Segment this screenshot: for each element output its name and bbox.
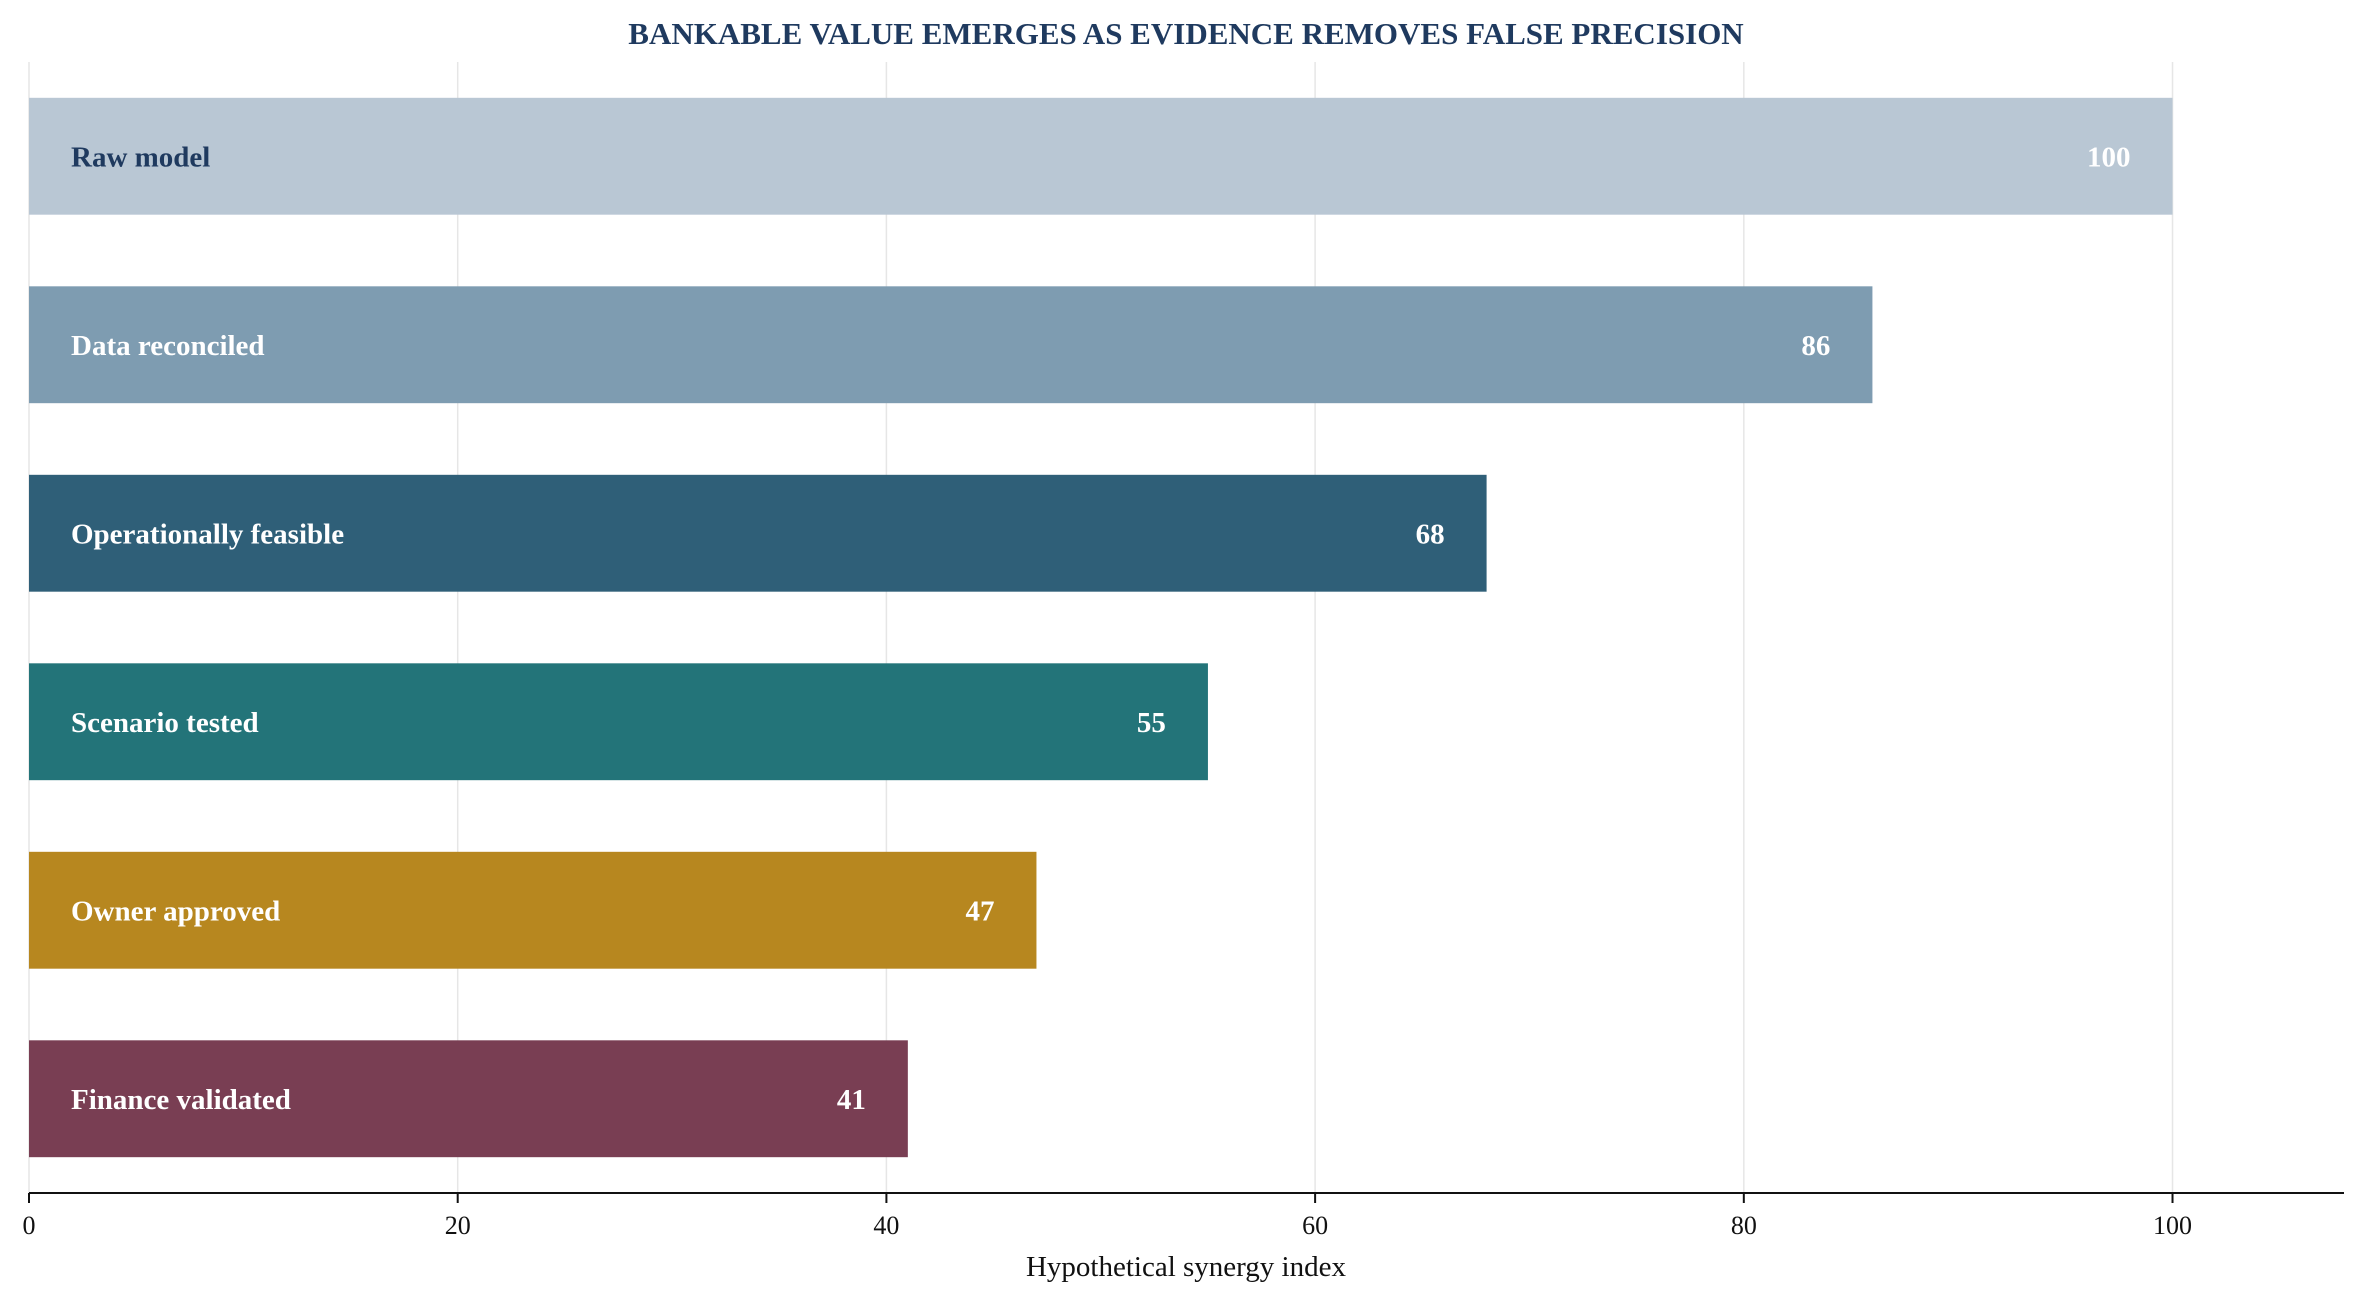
grid-lines — [28, 62, 2174, 1193]
bar-value-label-1: 86 — [1801, 330, 1830, 362]
x-tick-label-4: 80 — [1731, 1211, 1757, 1240]
bar-category-label-2: Operationally feasible — [71, 518, 344, 550]
bar-0 — [29, 97, 2173, 215]
bar-value-label-5: 41 — [837, 1084, 866, 1116]
bar-category-label-5: Finance validated — [71, 1084, 291, 1116]
bars — [29, 97, 2173, 1158]
x-axis-ticks: 0 20 40 60 80 100 — [23, 1193, 2192, 1240]
x-tick-label-3: 60 — [1302, 1211, 1328, 1240]
bar-labels: Raw model Data reconciled Operationally fe… — [71, 141, 344, 1116]
bar-value-label-3: 55 — [1137, 707, 1166, 739]
x-tick-label-1: 20 — [445, 1211, 471, 1240]
bar-2 — [29, 474, 1487, 592]
bar-5 — [29, 1040, 908, 1158]
x-tick-label-0: 0 — [23, 1211, 36, 1240]
bar-3 — [29, 663, 1208, 781]
x-axis-title: Hypothetical synergy index — [1026, 1251, 1347, 1283]
bar-category-label-3: Scenario tested — [71, 707, 259, 739]
bar-category-label-1: Data reconciled — [71, 330, 265, 362]
bar-category-label-0: Raw model — [71, 141, 210, 173]
x-tick-label-2: 40 — [873, 1211, 899, 1240]
x-tick-label-5: 100 — [2153, 1211, 2192, 1240]
bar-value-label-0: 100 — [2087, 141, 2131, 173]
bar-category-label-4: Owner approved — [71, 895, 280, 927]
bar-1 — [29, 286, 1873, 404]
bar-value-label-2: 68 — [1416, 518, 1445, 550]
value-labels: 100 86 68 55 47 41 — [837, 141, 2131, 1116]
chart-title: BANKABLE VALUE EMERGES AS EVIDENCE REMOV… — [628, 16, 1743, 51]
bar-value-label-4: 47 — [965, 895, 994, 927]
bar-4 — [29, 851, 1037, 969]
